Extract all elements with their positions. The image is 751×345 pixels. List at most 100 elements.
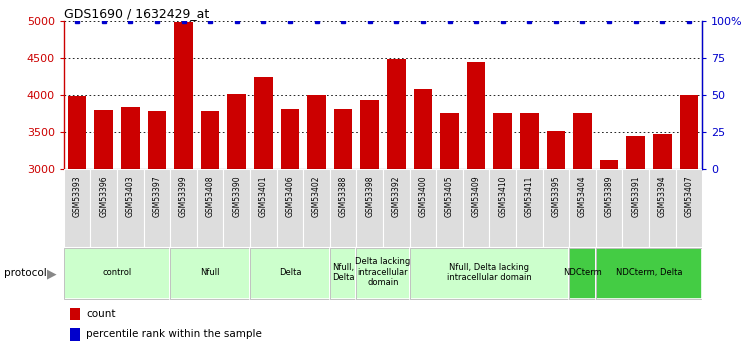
Bar xyxy=(95,110,113,169)
Bar xyxy=(440,114,459,169)
Bar xyxy=(117,169,143,247)
Bar xyxy=(276,169,303,247)
Bar xyxy=(680,95,698,169)
Text: control: control xyxy=(102,268,131,277)
Bar xyxy=(409,169,436,247)
Bar xyxy=(64,169,90,247)
Bar xyxy=(516,169,543,247)
Bar xyxy=(436,169,463,247)
Text: GSM53401: GSM53401 xyxy=(259,175,268,217)
Bar xyxy=(569,248,596,299)
Bar xyxy=(520,114,538,169)
Text: Delta lacking
intracellular
domain: Delta lacking intracellular domain xyxy=(355,257,411,287)
Text: GSM53411: GSM53411 xyxy=(525,175,534,217)
Bar xyxy=(383,169,409,247)
Bar xyxy=(596,169,623,247)
Bar xyxy=(409,248,569,299)
Bar xyxy=(281,109,299,169)
Bar xyxy=(174,22,193,169)
Bar xyxy=(463,169,490,247)
Text: GSM53388: GSM53388 xyxy=(339,175,348,217)
Bar xyxy=(493,114,512,169)
Bar xyxy=(414,89,433,169)
Text: percentile rank within the sample: percentile rank within the sample xyxy=(86,329,262,339)
Text: ▶: ▶ xyxy=(47,267,57,280)
Text: GSM53398: GSM53398 xyxy=(365,175,374,217)
Bar xyxy=(490,169,516,247)
Bar xyxy=(330,169,357,247)
Text: GSM53408: GSM53408 xyxy=(206,175,215,217)
Bar xyxy=(676,169,702,247)
Bar xyxy=(250,169,276,247)
Text: Nfull,
Delta: Nfull, Delta xyxy=(332,263,354,282)
Bar xyxy=(148,111,166,169)
Text: GSM53410: GSM53410 xyxy=(498,175,507,217)
Bar xyxy=(170,169,197,247)
Bar xyxy=(64,248,170,299)
Text: GSM53397: GSM53397 xyxy=(152,175,161,217)
Bar xyxy=(653,134,671,169)
Bar xyxy=(600,160,618,169)
Bar xyxy=(596,248,702,299)
Text: GSM53403: GSM53403 xyxy=(126,175,135,217)
Bar xyxy=(573,113,592,169)
Bar xyxy=(409,248,569,299)
Bar xyxy=(596,248,702,299)
Text: GSM53400: GSM53400 xyxy=(418,175,427,217)
Text: GSM53409: GSM53409 xyxy=(472,175,481,217)
Bar xyxy=(357,169,383,247)
Bar xyxy=(64,248,170,299)
Bar xyxy=(68,96,86,169)
Bar xyxy=(387,59,406,169)
Bar xyxy=(71,328,80,341)
Bar xyxy=(569,169,596,247)
Bar xyxy=(626,136,645,169)
Bar xyxy=(170,248,250,299)
Text: GSM53389: GSM53389 xyxy=(605,175,614,217)
Text: NDCterm, Delta: NDCterm, Delta xyxy=(616,268,682,277)
Bar xyxy=(307,95,326,169)
Bar xyxy=(467,62,485,169)
Text: Delta: Delta xyxy=(279,268,301,277)
Text: GSM53406: GSM53406 xyxy=(285,175,294,217)
Bar xyxy=(623,169,649,247)
Bar xyxy=(90,169,117,247)
Text: GSM53407: GSM53407 xyxy=(684,175,693,217)
Bar xyxy=(254,77,273,169)
Text: GSM53405: GSM53405 xyxy=(445,175,454,217)
Text: Nfull: Nfull xyxy=(201,268,220,277)
Bar xyxy=(330,248,357,299)
Bar xyxy=(333,109,352,169)
Bar xyxy=(569,248,596,299)
Text: protocol: protocol xyxy=(4,268,47,278)
Bar xyxy=(197,169,224,247)
Text: NDCterm: NDCterm xyxy=(563,268,602,277)
Bar xyxy=(360,100,379,169)
Text: GSM53399: GSM53399 xyxy=(179,175,188,217)
Text: count: count xyxy=(86,309,116,318)
Bar xyxy=(228,94,246,169)
Text: Nfull, Delta lacking
intracellular domain: Nfull, Delta lacking intracellular domai… xyxy=(447,263,532,282)
Bar xyxy=(649,169,676,247)
Bar xyxy=(330,248,357,299)
Bar xyxy=(121,107,140,169)
Bar xyxy=(547,131,566,169)
Text: GSM53392: GSM53392 xyxy=(392,175,401,217)
Text: GSM53391: GSM53391 xyxy=(631,175,640,217)
Text: GSM53404: GSM53404 xyxy=(578,175,587,217)
Text: GSM53390: GSM53390 xyxy=(232,175,241,217)
Bar xyxy=(250,248,330,299)
Text: GSM53394: GSM53394 xyxy=(658,175,667,217)
Bar xyxy=(543,169,569,247)
Bar xyxy=(143,169,170,247)
Text: GSM53393: GSM53393 xyxy=(73,175,82,217)
Text: GSM53395: GSM53395 xyxy=(551,175,560,217)
Bar xyxy=(357,248,409,299)
Bar xyxy=(303,169,330,247)
Text: GSM53396: GSM53396 xyxy=(99,175,108,217)
Bar xyxy=(250,248,330,299)
Bar xyxy=(201,111,219,169)
Text: GDS1690 / 1632429_at: GDS1690 / 1632429_at xyxy=(64,7,209,20)
Bar xyxy=(71,308,80,320)
Bar xyxy=(224,169,250,247)
